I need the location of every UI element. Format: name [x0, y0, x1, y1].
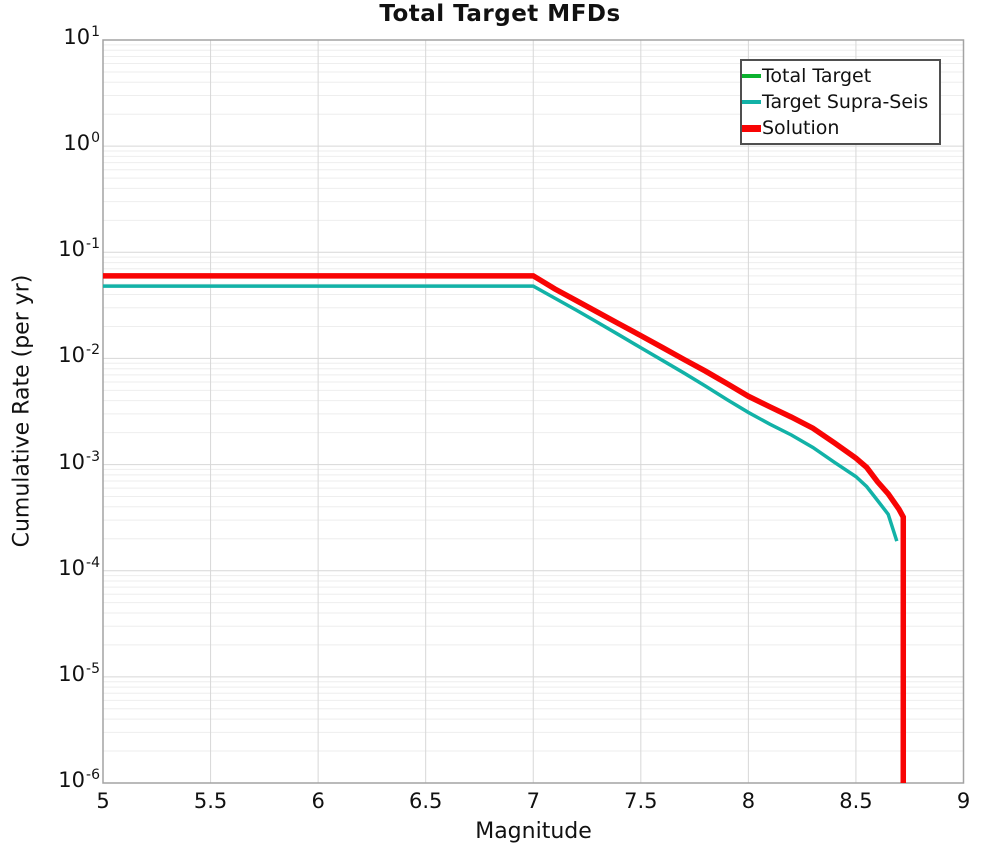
x-tick-label: 7.5	[624, 789, 658, 813]
x-tick-label: 9	[956, 789, 971, 813]
x-tick-label: 5	[96, 789, 110, 813]
y-tick-label: 10-6	[58, 767, 100, 792]
legend-swatch-target-supra-seis	[742, 100, 761, 104]
legend-swatch-total-target	[742, 74, 761, 78]
x-tick-label: 7	[526, 789, 540, 813]
y-tick-label: 100	[63, 130, 100, 156]
x-tick-label: 6.5	[408, 789, 443, 813]
legend-item-solution: Solution	[742, 115, 939, 141]
y-tick-label: 10-3	[58, 448, 100, 474]
y-tick-label: 10-4	[58, 554, 100, 580]
legend-label: Target Supra-Seis	[762, 91, 929, 113]
legend-item-total-target: Total Target	[742, 63, 939, 89]
y-tick-label: 10-2	[58, 342, 100, 368]
x-tick-label: 5.5	[193, 789, 228, 813]
y-tick-label: 10-1	[58, 236, 100, 262]
x-tick-label: 6	[311, 789, 325, 813]
legend-item-target-supra-seis: Target Supra-Seis	[742, 89, 939, 115]
x-axis-label: Magnitude	[475, 819, 592, 844]
y-tick-label: 10-5	[58, 660, 100, 686]
y-tick-label: 101	[63, 24, 100, 49]
legend-label: Total Target	[762, 65, 872, 87]
x-tick-label: 8	[741, 789, 756, 813]
legend-label: Solution	[762, 117, 840, 139]
series-line-target-supra-seis	[103, 284, 899, 542]
legend-swatch-solution	[742, 124, 761, 132]
plot-frame	[102, 39, 965, 784]
legend: Total Target Target Supra-Seis Solution	[740, 59, 941, 145]
series-line-total-target	[103, 274, 906, 783]
x-tick-label: 8.5	[839, 789, 873, 813]
y-axis-label: Cumulative Rate (per yr)	[9, 274, 35, 548]
chart-title: Total Target MFDs	[379, 1, 621, 27]
series-line-solution	[103, 273, 907, 783]
